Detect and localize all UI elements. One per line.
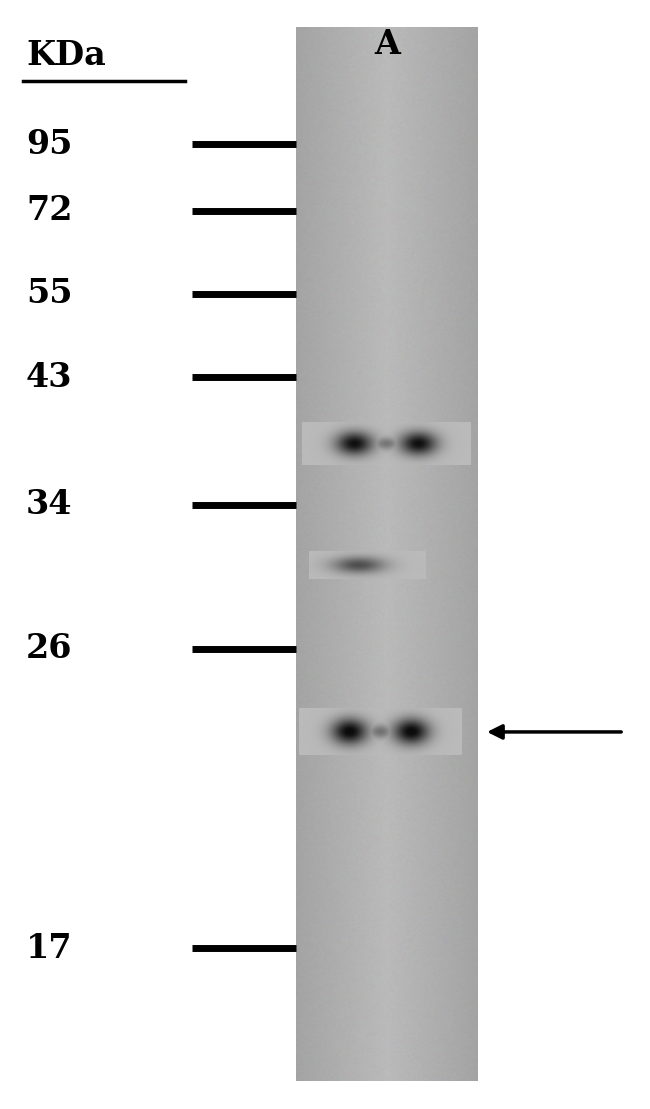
Text: KDa: KDa: [26, 39, 106, 72]
Text: 43: 43: [26, 360, 73, 394]
Text: 26: 26: [26, 632, 73, 665]
Text: 55: 55: [26, 277, 73, 311]
Text: 17: 17: [26, 932, 73, 965]
Text: 72: 72: [26, 194, 73, 227]
Text: 34: 34: [26, 488, 73, 521]
Text: A: A: [374, 28, 400, 61]
Text: 95: 95: [26, 128, 72, 161]
